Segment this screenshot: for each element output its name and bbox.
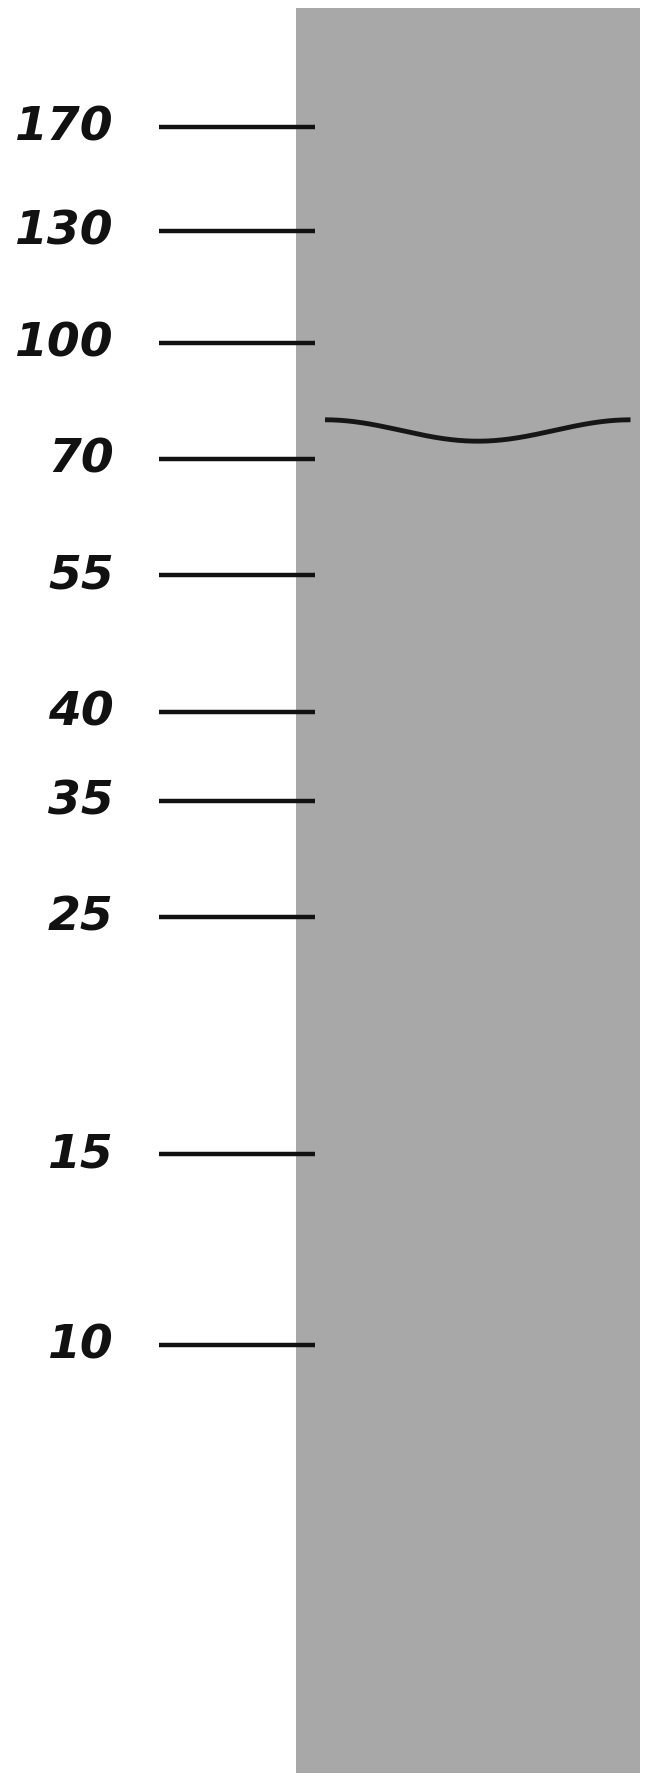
Text: 70: 70 — [48, 437, 114, 483]
Text: 130: 130 — [15, 208, 114, 255]
Text: 100: 100 — [15, 321, 114, 367]
Text: 10: 10 — [48, 1322, 114, 1369]
Text: 40: 40 — [48, 690, 114, 736]
Text: 15: 15 — [48, 1132, 114, 1178]
Bar — [296, 9, 640, 1773]
Text: 170: 170 — [15, 105, 114, 151]
Text: 35: 35 — [48, 779, 114, 825]
Text: 25: 25 — [48, 895, 114, 941]
Text: 55: 55 — [48, 552, 114, 599]
